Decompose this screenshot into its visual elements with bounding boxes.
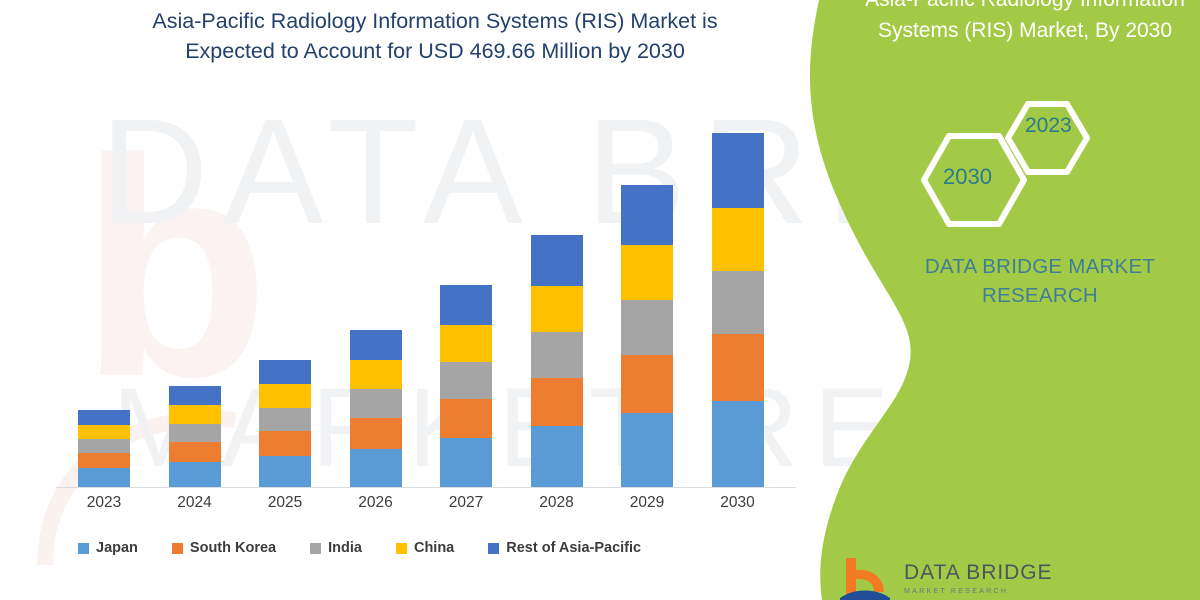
bar-column xyxy=(168,386,221,487)
bar-column xyxy=(440,285,492,487)
bar-column xyxy=(530,235,583,487)
x-axis-label: 2024 xyxy=(177,494,212,511)
bar-segment-south-korea xyxy=(349,418,402,449)
legend-item-south-korea: South Korea xyxy=(171,540,277,556)
legend-label: Japan xyxy=(96,540,138,556)
legend-swatch-icon xyxy=(78,542,89,554)
legend-swatch-icon xyxy=(310,542,322,554)
page-title-line1: Asia-Pacific Radiology Information Syste… xyxy=(152,9,718,33)
bar-column xyxy=(711,133,764,487)
bar-segment-rest-of-asia-pacific xyxy=(349,330,402,360)
bar-segment-china xyxy=(168,405,221,424)
bar-segment-rest-of-asia-pacific xyxy=(711,133,764,208)
panel-brand-line2: RESEARCH xyxy=(982,284,1098,307)
bar-segment-japan xyxy=(78,468,130,487)
bar-segment-india xyxy=(621,300,673,355)
panel-heading-line1: Asia-Pacific Radiology Information xyxy=(860,0,1190,15)
panel-brand: DATA BRIDGE MARKET RESEARCH xyxy=(880,252,1200,310)
bar-segment-rest-of-asia-pacific xyxy=(168,386,221,405)
bar-column xyxy=(349,330,402,487)
logo-name: DATA BRIDGE xyxy=(904,561,1053,584)
panel-brand-line1: DATA BRIDGE MARKET xyxy=(924,255,1156,278)
bar-segment-south-korea xyxy=(78,453,130,468)
legend-swatch-icon xyxy=(171,542,183,554)
legend-label: Rest of Asia-Pacific xyxy=(506,540,642,556)
bar-segment-japan xyxy=(349,449,402,487)
data-bridge-mark-icon xyxy=(840,558,890,600)
panel-heading: Asia-Pacific Radiology Information Syste… xyxy=(860,0,1190,46)
legend-label: China xyxy=(413,540,455,556)
hexagon-badges: 2030 2023 xyxy=(915,96,1115,236)
x-axis-label: 2027 xyxy=(448,494,484,511)
legend-label: South Korea xyxy=(189,540,277,556)
bar-segment-japan xyxy=(621,413,673,487)
bar-column xyxy=(78,410,130,487)
data-bridge-logo-text: DATA BRIDGE MARKET RESEARCH xyxy=(904,562,1052,596)
logo-tagline: MARKET RESEARCH xyxy=(904,586,1009,595)
bar-segment-china xyxy=(440,325,492,362)
data-bridge-logo: DATA BRIDGE MARKET RESEARCH xyxy=(838,556,1052,600)
bar-column xyxy=(259,360,311,487)
bar-segment-japan xyxy=(530,426,583,487)
bar-segment-india xyxy=(440,362,492,399)
bar-segment-china xyxy=(349,360,402,389)
legend-item-china: China xyxy=(395,540,455,556)
bar-segment-rest-of-asia-pacific xyxy=(259,360,311,384)
bar-segment-rest-of-asia-pacific xyxy=(621,185,673,245)
bar-segment-china xyxy=(78,425,130,439)
stacked-bar-chart: 2023 2024 2025 2026 2027 2028 2029 2030 xyxy=(56,133,796,511)
bar-segment-south-korea xyxy=(259,431,311,456)
x-axis-label: 2028 xyxy=(539,494,574,511)
page-title-line2: Expected to Account for USD 469.66 Milli… xyxy=(185,39,685,63)
bar-segment-south-korea xyxy=(711,334,764,401)
panel-heading-line2: Systems (RIS) Market, By 2030 xyxy=(877,19,1173,42)
chart-legend: Japan South Korea India China Rest of Asia-P… xyxy=(78,540,675,556)
bar-segment-japan xyxy=(259,456,311,487)
bar-segment-japan xyxy=(168,462,221,487)
bar-segment-rest-of-asia-pacific xyxy=(440,285,492,325)
bar-segment-japan xyxy=(711,401,764,487)
bar-segment-south-korea xyxy=(621,355,673,413)
bar-segment-india xyxy=(259,408,311,431)
x-axis-label: 2030 xyxy=(720,494,755,511)
page-title: Asia-Pacific Radiology Information Syste… xyxy=(70,6,800,66)
bar-column xyxy=(621,185,673,487)
x-axis-label: 2029 xyxy=(629,494,665,511)
bar-segment-china xyxy=(259,384,311,408)
bar-segment-india xyxy=(530,332,583,378)
bar-segment-india xyxy=(168,424,221,442)
bar-segment-japan xyxy=(440,438,492,487)
bar-segment-china xyxy=(530,286,583,332)
legend-item-japan: Japan xyxy=(78,540,138,556)
bar-segment-south-korea xyxy=(440,399,492,438)
legend-swatch-icon xyxy=(488,542,500,554)
bar-segment-china xyxy=(621,245,673,300)
x-axis-label: 2023 xyxy=(86,494,122,511)
bar-segment-china xyxy=(711,208,764,271)
x-axis-label: 2026 xyxy=(358,494,393,511)
bar-segment-rest-of-asia-pacific xyxy=(530,235,583,286)
watermark-logo-mark: b xyxy=(80,94,270,441)
legend-item-india: India xyxy=(310,540,362,556)
bar-segment-india xyxy=(711,271,764,334)
hex-badge-2030-label: 2030 xyxy=(943,164,992,189)
x-axis-line xyxy=(56,487,796,488)
bar-segment-india xyxy=(349,389,402,418)
bar-segment-south-korea xyxy=(530,378,583,426)
legend-item-rest-of-asia-pacific: Rest of Asia-Pacific xyxy=(488,540,641,556)
legend-label: India xyxy=(328,540,362,556)
bar-segment-india xyxy=(78,439,130,453)
hex-badge-2023-label: 2023 xyxy=(1025,114,1072,137)
x-axis-label: 2025 xyxy=(267,494,303,511)
bar-segment-south-korea xyxy=(168,442,221,462)
legend-swatch-icon xyxy=(395,542,407,554)
bar-segment-rest-of-asia-pacific xyxy=(78,410,130,425)
